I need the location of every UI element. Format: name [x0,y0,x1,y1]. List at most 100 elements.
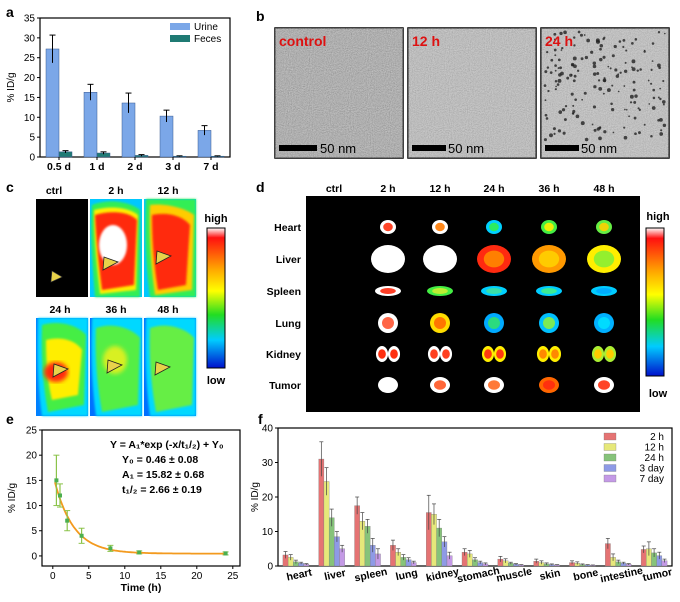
nanoparticle [574,98,577,101]
time-label: 12 h [157,185,178,197]
time-label: 48 h [157,304,178,316]
organ-liver-core [538,250,560,268]
colorbar-high-label: high [646,211,669,223]
nanoparticle [612,131,615,134]
bar [159,115,174,158]
panel-label-b: b [256,8,265,24]
organ-time-label: ctrl [326,183,342,195]
nanoparticle [592,105,597,109]
nanoparticle [552,127,556,131]
x-tick-label: 7 d [203,161,218,173]
nanoparticle [580,121,585,126]
legend-label: Feces [194,34,221,45]
tem-image-24h: 24 h 50 nm [540,27,670,159]
nanoparticle [648,103,651,105]
nanoparticle [622,39,626,42]
nanoparticle [611,54,615,58]
nanoparticle [557,129,562,133]
nanoparticle [628,115,631,118]
x-tick-label: skin [538,567,561,583]
data-point [54,478,59,483]
y-tick-label: 10 [24,113,36,124]
tumor-arrow-icon [155,250,172,265]
tumor-arrow-icon [106,359,123,374]
nanoparticle [614,68,618,72]
nanoparticle [632,88,636,92]
organ-lung-core [543,317,555,329]
organ-lung-core [488,317,500,329]
nanoparticle [634,38,638,41]
organ-liver-core [429,250,451,268]
mouse-image-12h [144,199,196,297]
tumor-arrow-icon [102,256,119,271]
nanoparticle [631,42,634,45]
nanoparticle [618,40,622,43]
nanoparticle [659,97,662,101]
panel-label-a: a [6,4,14,20]
mouse-image-ctrl [36,199,88,297]
nanoparticle [580,57,584,61]
colorbar-low-label: low [649,388,668,400]
organ-label: Tumor [269,380,301,392]
nanoparticle [570,74,573,76]
legend-swatch [603,432,617,441]
legend-swatch [603,443,617,451]
nanoparticle [623,85,626,87]
nanoparticle [662,123,667,128]
organ-tumor-core [598,380,610,390]
nanoparticle [603,130,607,134]
colorbar-high-label: high [204,213,227,225]
nanoparticle [624,108,626,111]
nanoparticle [643,123,646,126]
chart-f-biodistribution: 0 10 20 30 40 % ID/g heart liver spleen lung kidne… [250,424,673,586]
organ-label: Kidney [266,349,301,361]
legend-label: 3 day [640,464,664,475]
chart-e-blood-clearance: 0 5 10 15 20 25 0 5 10 15 20 25 Time (h) % ID/g Y = A₁… [7,426,241,594]
nanoparticle [647,79,650,82]
nanoparticle [549,133,553,138]
nanoparticle [652,88,656,92]
nanoparticle [561,108,566,112]
nanoparticle [543,138,547,142]
nanoparticle [590,50,594,54]
nanoparticle [575,114,580,119]
nanoparticle [549,71,553,74]
y-tick-label: 0 [29,153,35,164]
nanoparticle [560,71,564,76]
nanoparticle [557,78,562,83]
nanoparticle [596,127,600,131]
tumor-arrow-icon [50,270,63,283]
x-axis-label: Time (h) [121,582,162,594]
nanoparticle [657,31,661,34]
nanoparticle [544,99,547,102]
nanoparticle [563,30,567,35]
data-point [79,533,84,538]
nanoparticle [583,91,587,95]
nanoparticle [603,79,607,83]
nanoparticle [638,108,641,111]
fit-y0: Y₀ = 0.46 ± 0.08 [122,454,198,466]
nanoparticle [547,89,550,93]
organ-spleen-core [541,288,557,294]
nanoparticle [593,128,597,132]
nanoparticle [625,49,628,52]
nanoparticle [631,66,633,69]
nanoparticle [632,80,636,84]
legend-swatch [170,35,190,42]
mouse-image-24h [36,318,88,416]
organ-lung-core [382,317,394,329]
mouse-image-48h [144,318,196,416]
data-point [223,551,228,556]
nanoparticle [651,106,656,110]
organ-kidney-core [594,349,602,359]
nanoparticle [559,31,563,36]
nanoparticle [662,79,665,83]
organ-heart-core [599,222,609,232]
panel-label-e: e [6,411,14,427]
nanoparticle [553,132,556,135]
nanoparticle [544,70,548,74]
colorbar-low-label: low [207,375,226,387]
tem-images: control 50 nm 12 h 50 nm 24 h 50 nm [274,27,670,159]
organ-time-label: 12 h [429,183,450,195]
